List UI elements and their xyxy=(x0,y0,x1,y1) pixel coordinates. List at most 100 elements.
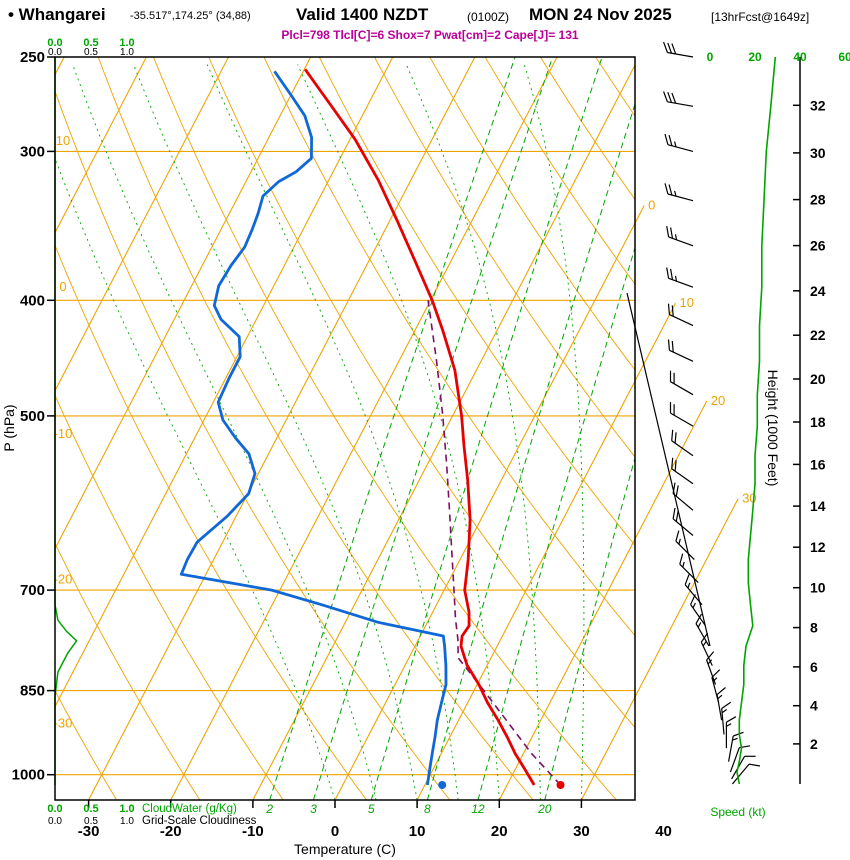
height-tick-label: 6 xyxy=(810,659,818,675)
wind-barb xyxy=(728,731,744,762)
line xyxy=(687,582,691,589)
dry-adiabat-30 xyxy=(152,57,617,800)
line xyxy=(671,92,677,104)
sounding-curves xyxy=(179,68,562,786)
mixing-ratio-line-8 xyxy=(426,102,635,800)
wind-barb xyxy=(675,530,695,561)
wind-barb xyxy=(721,701,732,735)
height-tick-label: 18 xyxy=(810,414,826,430)
line xyxy=(669,314,694,327)
moist-adiabat-5 xyxy=(72,64,377,800)
line xyxy=(671,43,677,55)
cloudiness-scale-bottom: 1.0 xyxy=(120,816,134,827)
line xyxy=(670,412,694,427)
pressure-tick-label: 400 xyxy=(20,292,45,309)
speed-tick-label: 60 xyxy=(838,50,850,64)
isotherm--60 xyxy=(55,57,229,392)
isotherm-extension-20 xyxy=(634,400,708,540)
line xyxy=(668,277,694,288)
height-tick-label: 14 xyxy=(810,498,826,514)
wind-barb xyxy=(663,41,694,58)
cloudwater-scale-top: 1.0 xyxy=(119,37,134,49)
line xyxy=(667,303,670,315)
mixing-ratio-label-2: 2 xyxy=(265,802,273,816)
dry-adiabat-20 xyxy=(97,57,534,800)
line xyxy=(732,737,738,741)
isotherm--70 xyxy=(55,57,147,234)
wind-barb xyxy=(684,574,703,606)
line xyxy=(675,540,695,561)
pressure-axis-label: P (hPa) xyxy=(1,404,17,451)
cloudwater-scale-bottom: 0.0 xyxy=(47,803,62,815)
line xyxy=(702,641,707,647)
temp-tick-label: 10 xyxy=(409,823,426,840)
mixing-ratio-label-3: 3 xyxy=(310,802,317,816)
mixing-ratio-label-5: 5 xyxy=(368,802,375,816)
dry-adiabat--30 xyxy=(55,689,117,800)
mixing-ratio-label-20: 20 xyxy=(537,802,552,816)
cloudwater-scale-top: 0.5 xyxy=(83,37,98,49)
line xyxy=(671,457,674,469)
wind-barb xyxy=(725,716,737,749)
moist-adiabat-20 xyxy=(297,64,500,800)
line xyxy=(716,694,723,721)
wind-barb xyxy=(671,457,694,485)
pressure-tick-label: 700 xyxy=(20,582,45,599)
isotherm--10 xyxy=(252,63,635,800)
cloudwater-scale-bottom: 0.5 xyxy=(83,803,98,815)
dry-adiabat-40 xyxy=(208,57,635,729)
pressure-tick-label: 300 xyxy=(20,143,45,160)
height-tick-label: 4 xyxy=(810,698,818,714)
pressure-tick-label: 250 xyxy=(20,49,45,66)
line xyxy=(674,141,677,147)
isotherm-extension-0 xyxy=(634,205,645,224)
valid-utc: (0100Z) xyxy=(467,10,510,24)
reference-line xyxy=(626,292,711,647)
line xyxy=(674,275,678,282)
isotherm-label-0: 0 xyxy=(648,197,655,212)
wind-barb xyxy=(663,91,694,107)
temp-tick-label: -30 xyxy=(78,823,100,840)
line xyxy=(675,510,679,522)
height-tick-label: 10 xyxy=(810,580,826,596)
line xyxy=(674,190,677,197)
line xyxy=(721,709,727,714)
line xyxy=(666,267,670,279)
height-tick-label: 20 xyxy=(810,371,826,387)
surface-temp-dot xyxy=(556,781,565,789)
wind-barb xyxy=(669,370,694,396)
line xyxy=(669,349,694,362)
height-tick-label: 28 xyxy=(810,192,826,208)
valid-time: Valid 1400 NZDT xyxy=(296,5,429,24)
line xyxy=(721,701,732,709)
line xyxy=(663,91,668,103)
line xyxy=(706,651,715,661)
line xyxy=(667,91,673,103)
mixing-ratio-line-5 xyxy=(370,57,603,800)
dry-adiabat-80 xyxy=(429,57,635,371)
dewpoint-curve xyxy=(179,70,448,786)
line xyxy=(667,193,694,202)
isotherm-20 xyxy=(498,537,635,800)
wind-barb xyxy=(695,613,710,647)
dry-adiabat--10 xyxy=(55,394,284,800)
line xyxy=(674,432,677,444)
line xyxy=(672,482,676,494)
isotherm-10 xyxy=(416,379,635,800)
line xyxy=(695,613,703,624)
dry-adiabat-100 xyxy=(540,57,635,201)
temp-tick-label: 20 xyxy=(491,823,508,840)
wind-barb xyxy=(664,183,694,202)
line xyxy=(679,553,684,565)
line xyxy=(671,468,694,485)
parcel-curve xyxy=(427,300,562,786)
cloudiness-scale-bottom: 0.0 xyxy=(48,816,62,827)
line xyxy=(670,381,694,396)
moist-adiabat-25 xyxy=(405,64,541,800)
dry-adiabat-50 xyxy=(263,57,635,637)
mixing-ratio-line-2 xyxy=(269,57,516,800)
cloudiness-scale-bottom: 0.5 xyxy=(84,816,98,827)
line xyxy=(697,622,702,628)
adiabat-label--30: -30 xyxy=(54,716,73,731)
